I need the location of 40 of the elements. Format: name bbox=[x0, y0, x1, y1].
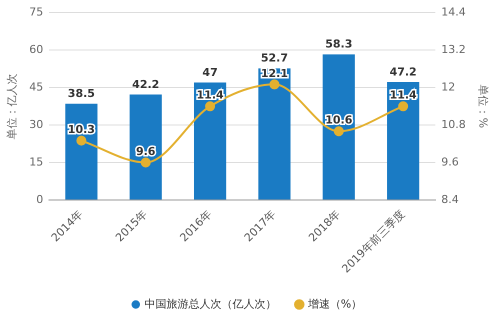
data-label: 10.6 bbox=[325, 114, 353, 127]
bar bbox=[130, 94, 162, 200]
y-tick-label: 60 bbox=[29, 42, 44, 56]
data-label: 10.3 bbox=[68, 123, 95, 136]
y-tick-label: 30 bbox=[29, 118, 44, 131]
y2-tick-label: 13.2 bbox=[441, 42, 466, 56]
point bbox=[140, 158, 151, 168]
y-tick-label: 15 bbox=[29, 155, 44, 168]
y2-axis-title: 单位：% bbox=[476, 84, 490, 128]
data-label: 42.2 bbox=[132, 78, 160, 91]
y2-tick-label: 10.8 bbox=[441, 118, 466, 131]
y2-tick-label: 8.4 bbox=[441, 192, 459, 206]
y2-tick-label: 12 bbox=[441, 80, 456, 94]
data-label: 47.2 bbox=[390, 65, 417, 78]
y-tick-label: 45 bbox=[29, 80, 44, 94]
y-tick-label: 0 bbox=[36, 192, 44, 206]
point bbox=[398, 101, 408, 112]
y-tick-label: 75 bbox=[29, 5, 44, 18]
data-label: 47 bbox=[202, 66, 218, 79]
y2-tick-label: 9.6 bbox=[441, 155, 459, 168]
bar bbox=[258, 68, 291, 200]
bar bbox=[387, 82, 420, 200]
data-label: 38.5 bbox=[68, 87, 95, 100]
point bbox=[269, 79, 280, 90]
data-label: 52.7 bbox=[260, 52, 288, 65]
point bbox=[76, 136, 86, 146]
bar bbox=[65, 104, 98, 200]
data-label: 11.4 bbox=[196, 88, 224, 102]
legend-label: 中国旅游总人次（亿人次） bbox=[144, 297, 276, 310]
data-label: 12.1 bbox=[260, 66, 288, 80]
point bbox=[205, 101, 216, 112]
data-label: 11.4 bbox=[390, 88, 418, 102]
point bbox=[334, 126, 344, 136]
legend-label: 增速（%） bbox=[306, 297, 362, 310]
bar bbox=[322, 54, 355, 200]
data-label: 58.3 bbox=[325, 38, 352, 51]
y-axis-title: 单位：亿人次 bbox=[5, 73, 18, 140]
y2-tick-label: 14.4 bbox=[441, 5, 466, 18]
data-label: 9.6 bbox=[136, 144, 156, 158]
bar bbox=[194, 82, 226, 200]
